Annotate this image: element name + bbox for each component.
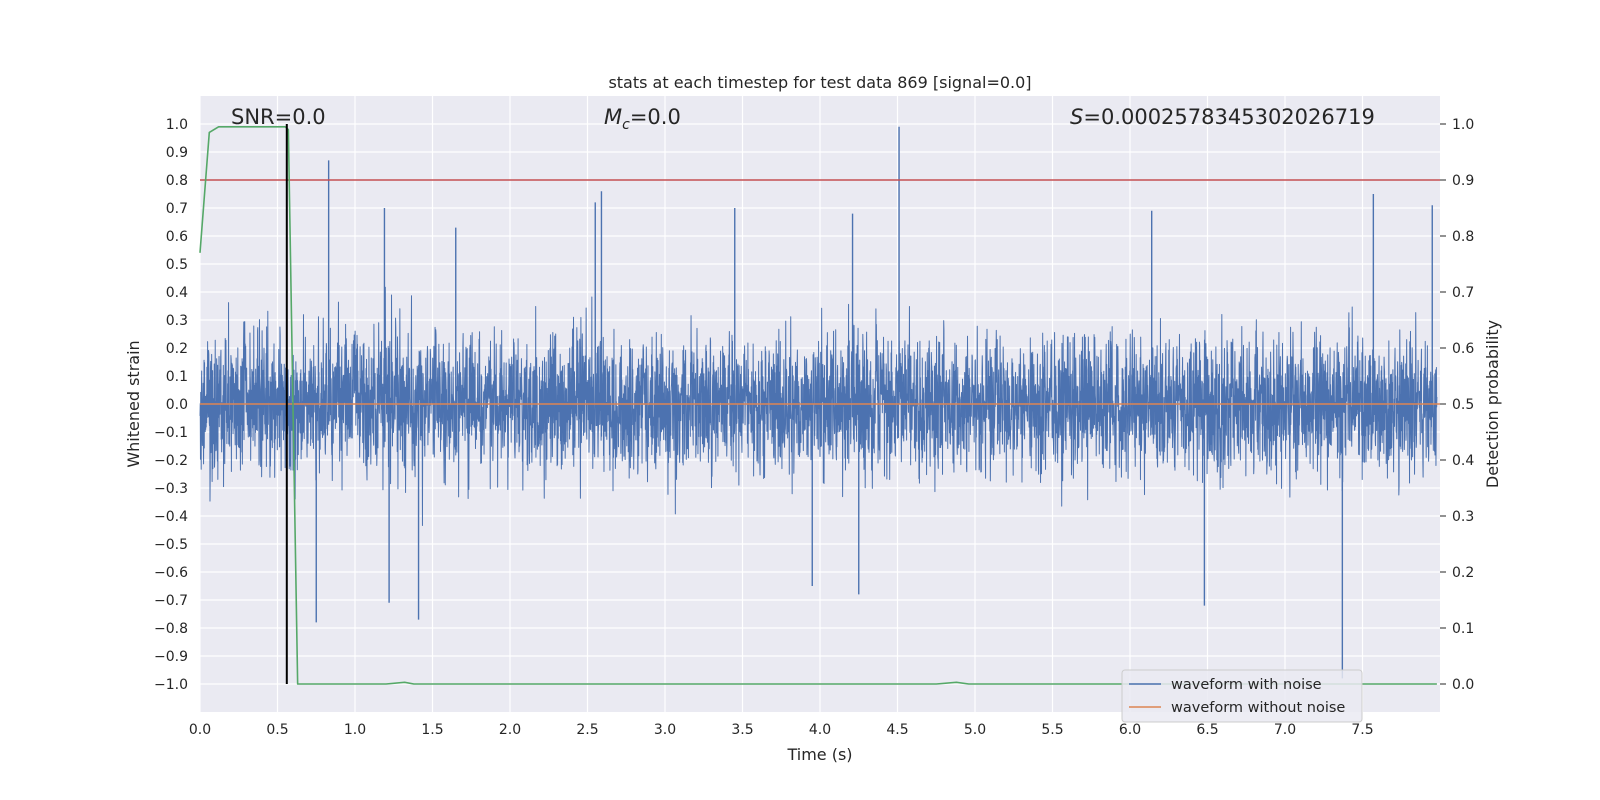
snr-annotation: SNR=0.0: [231, 105, 326, 129]
y-tick-label: −0.5: [154, 537, 188, 553]
x-tick-label: 4.0: [809, 722, 831, 738]
x-tick-label: 7.5: [1351, 722, 1373, 738]
legend-label-clean: waveform without noise: [1171, 700, 1345, 716]
y-tick-label: 0.6: [166, 229, 188, 245]
x-tick-label: 6.5: [1196, 722, 1218, 738]
y2-tick-label: 0.9: [1452, 173, 1474, 189]
y-axis-label: Whitened strain: [124, 340, 143, 467]
x-tick-label: 7.0: [1274, 722, 1296, 738]
legend: waveform with noise waveform without noi…: [1121, 669, 1363, 723]
y-tick-label: −1.0: [154, 677, 188, 693]
y-tick-label: −0.4: [154, 509, 188, 525]
y-tick-label: −0.8: [154, 621, 188, 637]
legend-box: [1121, 669, 1363, 723]
y2-tick-label: 0.7: [1452, 285, 1474, 301]
y-tick-label: 0.7: [166, 201, 188, 217]
x-tick-label: 6.0: [1119, 722, 1141, 738]
chart-title: stats at each timestep for test data 869…: [608, 73, 1031, 92]
x-tick-label: 5.0: [964, 722, 986, 738]
y-tick-label: 0.4: [166, 285, 188, 301]
y-tick-label: −0.2: [154, 453, 188, 469]
x-tick-label: 1.0: [344, 722, 366, 738]
y-tick-label: 0.1: [166, 369, 188, 385]
x-tick-label: 5.5: [1041, 722, 1063, 738]
x-axis-ticks: 0.0 0.5 1.0 1.5 2.0 2.5 3.0 3.5 4.0 4.5 5.0 5.5 6.0 6…: [189, 722, 1374, 738]
series-lines: [199, 124, 1440, 685]
x-tick-label: 3.5: [731, 722, 753, 738]
x-tick-label: 2.0: [499, 722, 521, 738]
y2-tick-label: 0.2: [1452, 565, 1474, 581]
noise-waveform: [199, 126, 1438, 679]
x-tick-label: 3.0: [654, 722, 676, 738]
y2-axis-label: Detection probability: [1483, 320, 1502, 488]
x-tick-label: 2.5: [576, 722, 598, 738]
y-axis-ticks: 1.0 0.9 0.8 0.7 0.6 0.5 0.4 0.3 0.2 0.1 0.0 −0.1 −0.…: [154, 117, 188, 693]
y-tick-label: 0.8: [166, 173, 188, 189]
y2-tick-label: 0.4: [1452, 453, 1474, 469]
x-tick-label: 0.0: [189, 722, 211, 738]
y2-tick-label: 0.5: [1452, 397, 1474, 413]
x-axis-label: Time (s): [786, 745, 852, 764]
y-tick-label: 0.2: [166, 341, 188, 357]
s-annotation: S=0.0002578345302026719: [1070, 105, 1375, 129]
noise-waveform-line: [199, 286, 1438, 527]
y-tick-label: −0.3: [154, 481, 188, 497]
x-tick-label: 4.5: [886, 722, 908, 738]
y-tick-label: −0.9: [154, 649, 188, 665]
y-tick-label: 1.0: [166, 117, 188, 133]
x-tick-label: 1.5: [421, 722, 443, 738]
detection-probability-line: [199, 126, 1437, 685]
y-tick-label: 0.3: [166, 313, 188, 329]
y2-tick-label: 0.1: [1452, 621, 1474, 637]
y-tick-label: −0.1: [154, 425, 188, 441]
y2-tick-label: 0.3: [1452, 509, 1474, 525]
mc-annotation: Mc=0.0: [604, 105, 681, 133]
x-tick-label: 0.5: [266, 722, 288, 738]
y-tick-label: 0.0: [166, 397, 188, 413]
y2-tick-label: 0.6: [1452, 341, 1474, 357]
y-tick-label: 0.5: [166, 257, 188, 273]
y2-axis-ticks: 1.0 0.9 0.8 0.7 0.6 0.5 0.4 0.3 0.2 0.1 0.0: [1440, 117, 1474, 693]
y-tick-label: 0.9: [166, 145, 188, 161]
y-tick-label: −0.6: [154, 565, 188, 581]
y2-tick-label: 0.8: [1452, 229, 1474, 245]
y2-tick-label: 1.0: [1452, 117, 1474, 133]
legend-label-noise: waveform with noise: [1171, 677, 1322, 693]
y2-tick-label: 0.0: [1452, 677, 1474, 693]
y-tick-label: −0.7: [154, 593, 188, 609]
